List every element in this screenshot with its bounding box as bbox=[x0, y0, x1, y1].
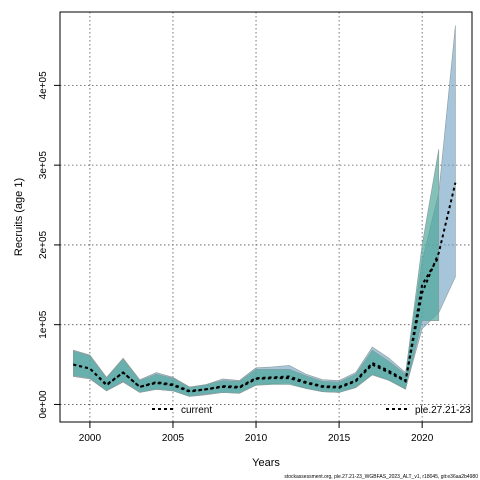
grid-lines bbox=[60, 12, 472, 422]
legend-label-1: current bbox=[181, 405, 212, 416]
y-tick-label: 4e+05 bbox=[38, 71, 49, 100]
confidence-bands bbox=[72, 25, 456, 397]
footer-source: stockassessment.org, ple.27.21-23_WGBFAS… bbox=[284, 474, 478, 480]
x-tick-label: 2020 bbox=[411, 433, 434, 444]
y-axis-title: Recruits (age 1) bbox=[13, 178, 25, 256]
confidence-band-1 bbox=[72, 25, 456, 397]
legend: current ple.27.21-23 bbox=[152, 405, 471, 416]
x-tick-label: 2005 bbox=[162, 433, 185, 444]
x-axis-title: Years bbox=[252, 457, 280, 469]
legend-label-2: ple.27.21-23 bbox=[415, 405, 471, 416]
y-axis-ticks: 0e+00 1e+05 2e+05 3e+05 4e+05 bbox=[38, 71, 60, 419]
x-axis-ticks: 2000 2005 2010 2015 2020 bbox=[79, 422, 434, 444]
y-tick-label: 0e+00 bbox=[38, 390, 49, 419]
plot-frame bbox=[59, 11, 473, 423]
y-tick-label: 3e+05 bbox=[38, 151, 49, 180]
x-tick-label: 2015 bbox=[328, 433, 351, 444]
series-lines bbox=[73, 182, 457, 393]
y-tick-label: 1e+05 bbox=[38, 310, 49, 339]
y-tick-label: 2e+05 bbox=[38, 230, 49, 259]
x-tick-label: 2010 bbox=[245, 433, 268, 444]
x-tick-label: 2000 bbox=[79, 433, 102, 444]
series-line-1 bbox=[73, 182, 457, 392]
confidence-band-2 bbox=[72, 149, 440, 397]
series-line-2 bbox=[73, 256, 440, 393]
